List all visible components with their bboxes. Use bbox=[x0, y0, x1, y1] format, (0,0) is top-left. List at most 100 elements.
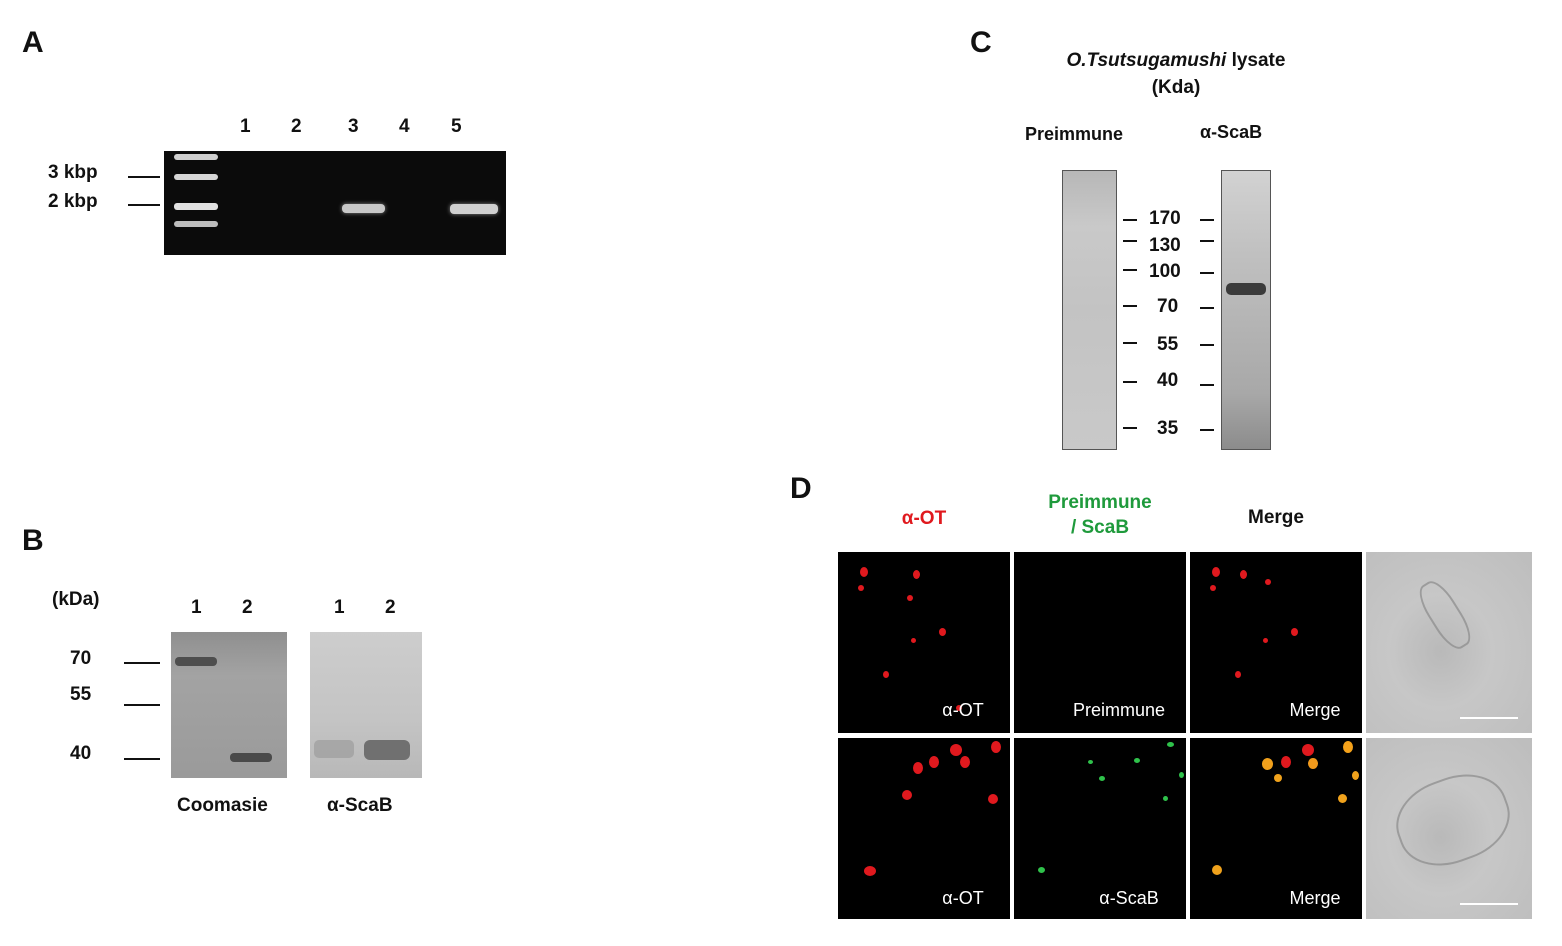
ladder-band bbox=[174, 154, 218, 160]
band-70kda bbox=[175, 657, 217, 666]
red-dot bbox=[960, 756, 970, 768]
red-dot bbox=[950, 744, 962, 756]
yellow-dot bbox=[1352, 771, 1359, 780]
micrograph-r2-ascab: α-ScaB bbox=[1014, 738, 1186, 919]
yellow-dot bbox=[1343, 741, 1353, 753]
marker-c-100: 100 bbox=[1149, 261, 1181, 282]
marker-3kbp: 3 kbp bbox=[48, 162, 98, 183]
marker-b-55: 55 bbox=[70, 684, 92, 705]
tick-c-l-40 bbox=[1123, 381, 1137, 383]
caption-r2-merge: Merge bbox=[1289, 888, 1341, 908]
red-dot bbox=[902, 790, 912, 800]
marker-2kbp: 2 kbp bbox=[48, 191, 98, 212]
lane-label-b1-1: 1 bbox=[191, 597, 202, 618]
dic-image-r2 bbox=[1366, 738, 1532, 919]
band-40kda bbox=[230, 753, 272, 762]
dic-image-r1 bbox=[1366, 552, 1532, 733]
cell-outline bbox=[1412, 575, 1478, 655]
lane-label-a-3: 3 bbox=[348, 116, 359, 137]
marker-b-40: 40 bbox=[70, 743, 92, 764]
red-dot bbox=[1281, 756, 1291, 768]
tick-c-r-70 bbox=[1200, 307, 1214, 309]
lane-label-a-1: 1 bbox=[240, 116, 251, 137]
red-dot bbox=[1263, 638, 1268, 643]
lane-label-a-4: 4 bbox=[399, 116, 410, 137]
ascab-band bbox=[1226, 283, 1266, 295]
preimmune-blot bbox=[1062, 170, 1117, 450]
red-dot bbox=[860, 567, 868, 577]
green-dot bbox=[1134, 758, 1140, 763]
header-merge: Merge bbox=[1248, 507, 1304, 528]
green-dot bbox=[1167, 742, 1174, 747]
sample-band-lane-3 bbox=[342, 204, 385, 213]
panel-b-label: B bbox=[22, 524, 44, 557]
green-dot bbox=[1088, 760, 1093, 764]
marker-c-40: 40 bbox=[1157, 370, 1179, 391]
red-dot bbox=[988, 794, 998, 804]
agarose-gel bbox=[164, 151, 506, 255]
red-dot bbox=[1240, 570, 1247, 579]
marker-c-130: 130 bbox=[1149, 235, 1181, 256]
tick-c-l-170 bbox=[1123, 219, 1137, 221]
tick-b-70 bbox=[124, 662, 160, 664]
red-dot bbox=[1212, 567, 1220, 577]
caption-coomasie: Coomasie bbox=[177, 795, 268, 816]
caption-r1-merge: Merge bbox=[1289, 700, 1341, 720]
lane-label-b2-2: 2 bbox=[385, 597, 396, 618]
tick-c-l-130 bbox=[1123, 240, 1137, 242]
marker-c-70: 70 bbox=[1157, 296, 1179, 317]
lane-label-b2-1: 1 bbox=[334, 597, 345, 618]
marker-c-35: 35 bbox=[1157, 418, 1179, 439]
cell-outline bbox=[1385, 761, 1521, 879]
yellow-dot bbox=[1274, 774, 1282, 782]
tick-c-l-55 bbox=[1123, 342, 1137, 344]
ascab-blot bbox=[1221, 170, 1271, 450]
red-dot bbox=[913, 762, 923, 774]
tick-c-r-130 bbox=[1200, 240, 1214, 242]
scale-bar bbox=[1460, 717, 1518, 719]
marker-tick-2kbp bbox=[128, 204, 160, 206]
ladder-band bbox=[174, 203, 218, 210]
tick-b-40 bbox=[124, 758, 160, 760]
yellow-dot bbox=[1338, 794, 1347, 803]
marker-c-55: 55 bbox=[1157, 334, 1179, 355]
scale-bar bbox=[1460, 903, 1518, 905]
micrograph-r1-aot: α-OT bbox=[838, 552, 1010, 733]
header-preimmune: Preimmune bbox=[1048, 492, 1152, 513]
micrograph-r2-merge: Merge bbox=[1190, 738, 1362, 919]
green-dot bbox=[1163, 796, 1168, 801]
green-dot bbox=[1099, 776, 1105, 781]
micrograph-r2-aot: α-OT bbox=[838, 738, 1010, 919]
caption-r1-preimmune: Preimmune bbox=[1072, 700, 1166, 720]
ladder-band bbox=[174, 221, 218, 227]
red-dot bbox=[1210, 585, 1216, 591]
tick-c-r-55 bbox=[1200, 344, 1214, 346]
yellow-dot bbox=[1308, 758, 1318, 769]
caption-r2-aot: α-OT bbox=[942, 888, 984, 908]
caption-r2-ascab: α-ScaB bbox=[1099, 888, 1159, 908]
preimmune-label: Preimmune bbox=[1025, 124, 1124, 144]
organism-name: O.Tsutsugamushi bbox=[1066, 50, 1227, 71]
green-dot bbox=[1179, 772, 1184, 778]
coomassie-gel bbox=[171, 632, 287, 778]
lysate-word: lysate bbox=[1226, 50, 1286, 71]
red-dot bbox=[911, 638, 916, 643]
tick-c-r-100 bbox=[1200, 272, 1214, 274]
kda-unit: (kDa) bbox=[52, 589, 100, 610]
micrograph-r1-merge: Merge bbox=[1190, 552, 1362, 733]
sample-band-lane-5 bbox=[450, 204, 498, 214]
tick-c-l-35 bbox=[1123, 427, 1137, 429]
red-dot bbox=[883, 671, 889, 678]
marker-b-70: 70 bbox=[70, 648, 92, 669]
caption-ascab-b: α-ScaB bbox=[327, 795, 393, 816]
marker-c-170: 170 bbox=[1149, 208, 1181, 229]
marker-tick-3kbp bbox=[128, 176, 160, 178]
panel-c-label: C bbox=[970, 26, 992, 59]
western-blot-b bbox=[310, 632, 422, 778]
yellow-dot bbox=[1262, 758, 1273, 770]
tick-c-r-40 bbox=[1200, 384, 1214, 386]
ascab-label-c: α-ScaB bbox=[1200, 122, 1263, 142]
yellow-dot bbox=[1212, 865, 1222, 875]
kda-unit-c: (Kda) bbox=[1151, 77, 1201, 98]
panel-a-label: A bbox=[22, 26, 44, 59]
